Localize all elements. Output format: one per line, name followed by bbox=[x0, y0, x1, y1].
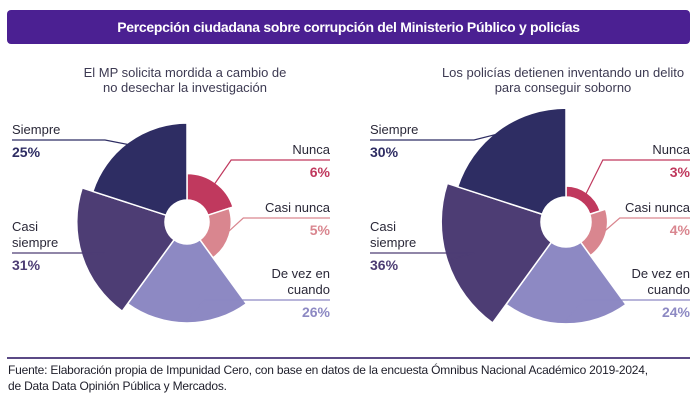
chart-1-title-line-2: no desechar la investigación bbox=[102, 80, 268, 95]
chart-2-value-casi-nunca: 4% bbox=[670, 222, 691, 238]
chart-1-value-nunca: 6% bbox=[310, 164, 331, 180]
chart-1-label-de-vez-en-cuando: De vez en bbox=[271, 266, 330, 281]
chart-1-value-casi-nunca: 5% bbox=[310, 222, 331, 238]
chart-2-title-line-2: para conseguir soborno bbox=[494, 80, 632, 95]
chart-1-value-siempre: 25% bbox=[12, 144, 41, 160]
chart-1-label-de-vez-en-cuando: cuando bbox=[287, 282, 330, 297]
chart-2-label-nunca: Nunca bbox=[652, 142, 690, 157]
chart-1-label-nunca: Nunca bbox=[292, 142, 330, 157]
chart-1-leader-siempre bbox=[12, 139, 132, 146]
chart-2-value-siempre: 30% bbox=[370, 144, 399, 160]
chart-2-label-casi-siempre: siempre bbox=[370, 235, 416, 250]
chart-1-value-de-vez-en-cuando: 26% bbox=[302, 304, 331, 320]
chart-2-label-casi-nunca: Casi nunca bbox=[625, 200, 691, 215]
chart-1-leader-casi-nunca bbox=[224, 217, 330, 235]
source-line-2: de Data Data Opinión Pública y Mercados. bbox=[8, 379, 227, 393]
chart-2-label-de-vez-en-cuando: De vez en bbox=[631, 266, 690, 281]
chart-2-center-hole bbox=[541, 197, 591, 247]
chart-2-title: Los policías detienen inventando un deli… bbox=[433, 65, 693, 95]
source-line-1: Fuente: Elaboración propia de Impunidad … bbox=[8, 363, 648, 377]
footer-divider bbox=[7, 357, 690, 359]
chart-2-leader-de-vez-en-cuando bbox=[565, 299, 690, 321]
chart-1-leader-de-vez-en-cuando bbox=[186, 299, 330, 320]
chart-2-label-de-vez-en-cuando: cuando bbox=[647, 282, 690, 297]
chart-1-center-hole bbox=[165, 200, 209, 244]
source-note: Fuente: Elaboración propia de Impunidad … bbox=[8, 362, 693, 394]
chart-banner-title: Percepción ciudadana sobre corrupción de… bbox=[7, 10, 690, 44]
chart-2-leader-nunca bbox=[584, 159, 690, 197]
chart-2-value-casi-siempre: 36% bbox=[370, 257, 399, 273]
chart-2-title-line-1: Los policías detienen inventando un deli… bbox=[441, 65, 685, 80]
chart-1-label-casi-siempre: siempre bbox=[12, 235, 58, 250]
chart-1-title: El MP solicita mordida a cambio de no de… bbox=[55, 65, 315, 95]
chart-1-label-siempre: Siempre bbox=[12, 122, 60, 137]
chart-1-title-line-1: El MP solicita mordida a cambio de bbox=[83, 65, 287, 80]
chart-2-label-siempre: Siempre bbox=[370, 122, 418, 137]
chart-2-value-nunca: 3% bbox=[670, 164, 691, 180]
chart-1-label-casi-siempre: Casi bbox=[12, 219, 38, 234]
chart-1-label-casi-nunca: Casi nunca bbox=[265, 200, 331, 215]
chart-1-leader-nunca bbox=[212, 159, 330, 187]
chart-2-leader-casi-siempre bbox=[370, 252, 475, 260]
chart-2-leader-siempre bbox=[370, 132, 502, 141]
chart-2-label-casi-siempre: Casi bbox=[370, 219, 396, 234]
chart-2-leader-casi-nunca bbox=[601, 217, 690, 235]
chart-2-value-de-vez-en-cuando: 24% bbox=[662, 304, 691, 320]
chart-1-value-casi-siempre: 31% bbox=[12, 257, 41, 273]
chart-1-leader-casi-siempre bbox=[12, 252, 106, 256]
